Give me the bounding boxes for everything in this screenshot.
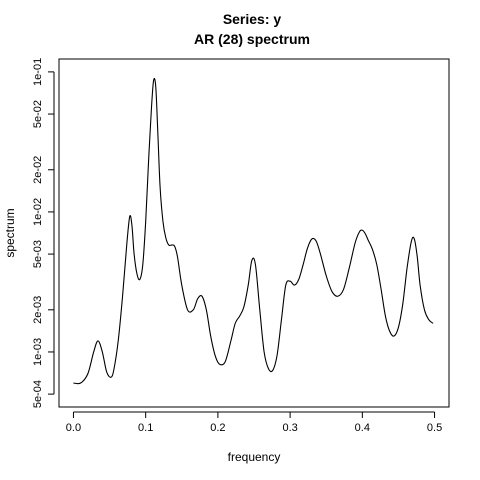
x-tick-label: 0.2 bbox=[210, 422, 225, 434]
y-axis-label: spectrum bbox=[3, 208, 17, 257]
x-axis-label: frequency bbox=[228, 450, 281, 464]
y-tick-label: 1e-02 bbox=[32, 198, 44, 226]
x-tick-label: 0.4 bbox=[355, 422, 370, 434]
y-tick-label: 5e-02 bbox=[32, 100, 44, 128]
x-tick-label: 0.0 bbox=[66, 422, 81, 434]
x-tick-label: 0.3 bbox=[282, 422, 297, 434]
x-tick-label: 0.1 bbox=[138, 422, 153, 434]
y-tick-label: 5e-04 bbox=[32, 380, 44, 408]
y-tick-label: 2e-02 bbox=[32, 156, 44, 184]
x-axis: 0.0 0.1 0.2 0.3 0.4 0.5 bbox=[66, 411, 442, 434]
y-tick-label: 1e-01 bbox=[32, 58, 44, 86]
chart-subtitle: AR (28) spectrum bbox=[194, 31, 310, 47]
y-axis: 5e-04 1e-03 2e-03 5e-03 1e-02 2e-02 5e-02 1e-01 bbox=[32, 58, 55, 408]
x-tick-label: 0.5 bbox=[427, 422, 442, 434]
y-tick-label: 1e-03 bbox=[32, 338, 44, 366]
y-tick-label: 5e-03 bbox=[32, 240, 44, 268]
plot-frame bbox=[58, 58, 450, 408]
spectrum-line bbox=[73, 77, 434, 385]
chart-title: Series: y bbox=[223, 11, 282, 27]
y-tick-label: 2e-03 bbox=[32, 296, 44, 324]
